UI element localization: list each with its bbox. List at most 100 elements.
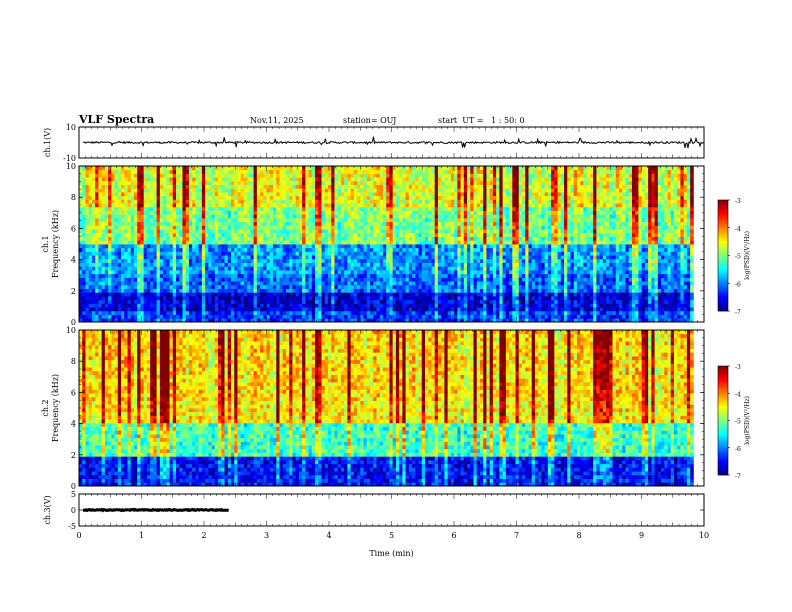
spectrogram-cell [205,240,209,245]
spectrogram-cell [644,229,649,234]
spectrogram-cell [648,251,652,256]
spectrogram-cell [308,307,313,312]
spectrogram-cell [331,307,335,312]
spectrogram-cell [641,236,646,241]
spectrogram-cell [673,288,678,293]
spectrogram-cell [467,314,471,319]
spectrogram-cell [79,277,83,282]
spectrogram-cell [489,273,494,278]
spectrogram-cell [133,307,138,312]
spectrogram-cell [502,240,507,245]
spectrogram-cell [467,281,471,286]
spectrogram-cell [176,296,180,301]
spectrogram-cell [557,284,562,289]
spectrogram-cell [657,251,662,256]
spectrogram-cell [156,225,161,230]
spectrogram-cell [327,299,332,304]
spectrogram-cell [205,292,209,297]
spectrogram-cell [631,262,636,267]
spectrogram-cell [418,296,423,301]
spectrogram-cell [250,247,255,252]
spectrogram-cell [159,225,164,230]
spectrogram-cell [308,258,313,263]
spectrogram-cell [95,292,99,297]
spectrogram-cell [292,258,297,263]
spectrogram-cell [182,314,187,319]
spectrogram-cell [683,296,688,301]
spectrogram-cell [230,247,235,252]
spectrogram-cell [421,281,426,286]
spectrogram-cell [564,310,568,315]
spectrogram-cell [615,258,620,263]
spectrogram-cell [308,229,313,234]
spectrogram-cell [518,307,523,312]
spectrogram-cell [108,244,112,249]
spectrogram-cell [195,266,200,271]
spectrogram-cell [227,284,232,289]
spectrogram-cell [179,229,183,234]
spectrogram-cell [641,307,646,312]
spectrogram-cell [366,258,371,263]
spectrogram-cell [266,296,271,301]
spectrogram-cell [88,303,93,308]
spectrogram-cell [544,232,549,237]
spectrogram-cell [518,310,523,315]
spectrogram-cell [379,292,384,297]
spectrogram-cell [395,303,400,308]
spectrogram-cell [441,262,445,267]
spectrogram-cell [370,288,374,293]
spectrogram-cell [405,281,410,286]
spectrogram-cell [289,236,293,241]
spectrogram-cell [276,284,280,289]
spectrogram-cell [321,281,326,286]
spectrogram-cell [657,255,662,260]
spectrogram-cell [344,296,348,301]
spectrogram-cell [683,236,688,241]
spectrogram-cell [195,251,200,256]
spectrogram-cell [522,307,526,312]
spectrogram-cell [447,288,452,293]
spectrogram-cell [337,236,342,241]
spectrogram-cell [234,292,238,297]
spectrogram-cell [648,244,652,249]
spectrogram-cell [185,262,190,267]
spectrogram-cell [218,303,222,308]
spectrogram-cell [431,266,436,271]
spectrogram-cell [124,244,128,249]
spectrogram-cell [415,296,419,301]
spectrogram-cell [538,232,542,237]
spectrogram-cell [140,258,145,263]
spectrogram-cell [253,288,258,293]
spectrogram-cell [360,303,364,308]
spectrogram-cell [218,281,222,286]
spectrogram-cell [179,255,183,260]
spectrogram-cell [79,310,83,315]
spectrogram-cell [593,318,597,323]
spectrogram-cell [460,299,465,304]
spectrogram-cell [85,273,90,278]
spectrogram-cell [227,255,232,260]
spectrogram-cell [263,307,267,312]
spectrogram-cell [370,270,374,275]
spectrogram-cell [428,310,432,315]
spectrogram-cell [243,266,248,271]
spectrogram-cell [628,307,633,312]
spectrogram-cell [114,266,119,271]
spectrogram-cell [570,307,575,312]
spectrogram-cell [509,299,513,304]
spectrogram-cell [447,281,452,286]
spectrogram-cell [476,310,481,315]
spectrogram-cell [470,273,474,278]
spectrogram-cell [327,284,332,289]
spectrogram-cell [418,240,423,245]
spectrogram-cell [479,236,484,241]
spectrogram-cell [376,318,381,323]
spectrogram-cell [560,314,565,319]
spectrogram-cell [412,229,416,234]
spectrogram-cell [85,314,90,319]
spectrogram-cell [470,244,474,249]
spectrogram-cell [221,303,225,308]
spectrogram-cell [370,236,374,241]
spectrogram-cell [95,244,99,249]
spectrogram-cell [321,310,326,315]
